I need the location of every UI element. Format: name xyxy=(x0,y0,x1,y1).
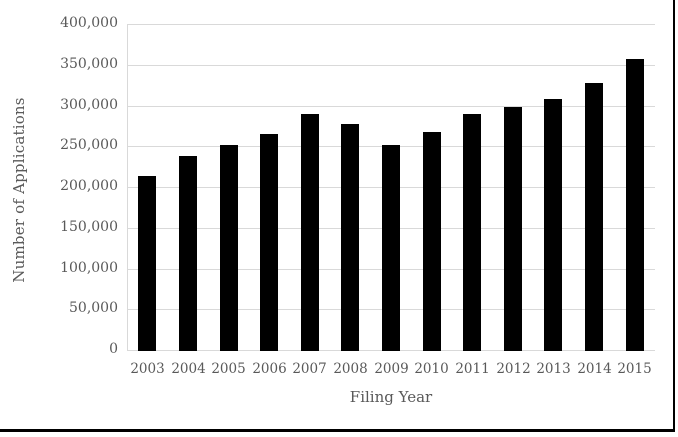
y-axis-line xyxy=(127,24,128,351)
y-tick-label: 200,000 xyxy=(60,178,118,194)
y-axis-title: Number of Applications xyxy=(10,97,28,283)
bar xyxy=(220,145,238,351)
bar xyxy=(585,83,603,351)
x-tick-label: 2008 xyxy=(333,361,368,377)
x-tick-label: 2003 xyxy=(130,361,165,377)
y-tick-label: 350,000 xyxy=(60,56,118,72)
bar xyxy=(301,114,319,351)
bar xyxy=(463,114,481,351)
bar xyxy=(504,107,522,351)
bar xyxy=(341,124,359,351)
y-tick-label: 250,000 xyxy=(60,137,118,153)
y-tick-label: 400,000 xyxy=(60,15,118,31)
x-tick-label: 2011 xyxy=(455,361,490,377)
y-tick-label: 0 xyxy=(109,341,118,357)
y-tick-label: 300,000 xyxy=(60,97,118,113)
bar xyxy=(626,59,644,351)
frame-border-right xyxy=(673,0,675,432)
x-tick-label: 2007 xyxy=(292,361,327,377)
bar xyxy=(260,134,278,351)
y-tick-label: 50,000 xyxy=(69,300,118,316)
bar xyxy=(138,176,156,351)
x-tick-label: 2004 xyxy=(171,361,206,377)
x-tick-label: 2013 xyxy=(536,361,571,377)
x-tick-label: 2005 xyxy=(211,361,246,377)
x-tick-label: 2006 xyxy=(252,361,287,377)
x-tick-label: 2009 xyxy=(374,361,409,377)
bar xyxy=(179,156,197,351)
y-tick-label: 150,000 xyxy=(60,219,118,235)
y-tick-label: 100,000 xyxy=(60,260,118,276)
gridline xyxy=(127,65,655,66)
gridline xyxy=(127,106,655,107)
x-axis-title: Filing Year xyxy=(349,388,433,406)
x-tick-label: 2014 xyxy=(577,361,612,377)
x-tick-label: 2012 xyxy=(496,361,531,377)
frame-border-bottom xyxy=(0,429,675,432)
x-tick-label: 2010 xyxy=(414,361,449,377)
x-tick-label: 2015 xyxy=(617,361,652,377)
bar xyxy=(544,99,562,351)
bar xyxy=(423,132,441,351)
gridline xyxy=(127,24,655,25)
bar xyxy=(382,145,400,351)
